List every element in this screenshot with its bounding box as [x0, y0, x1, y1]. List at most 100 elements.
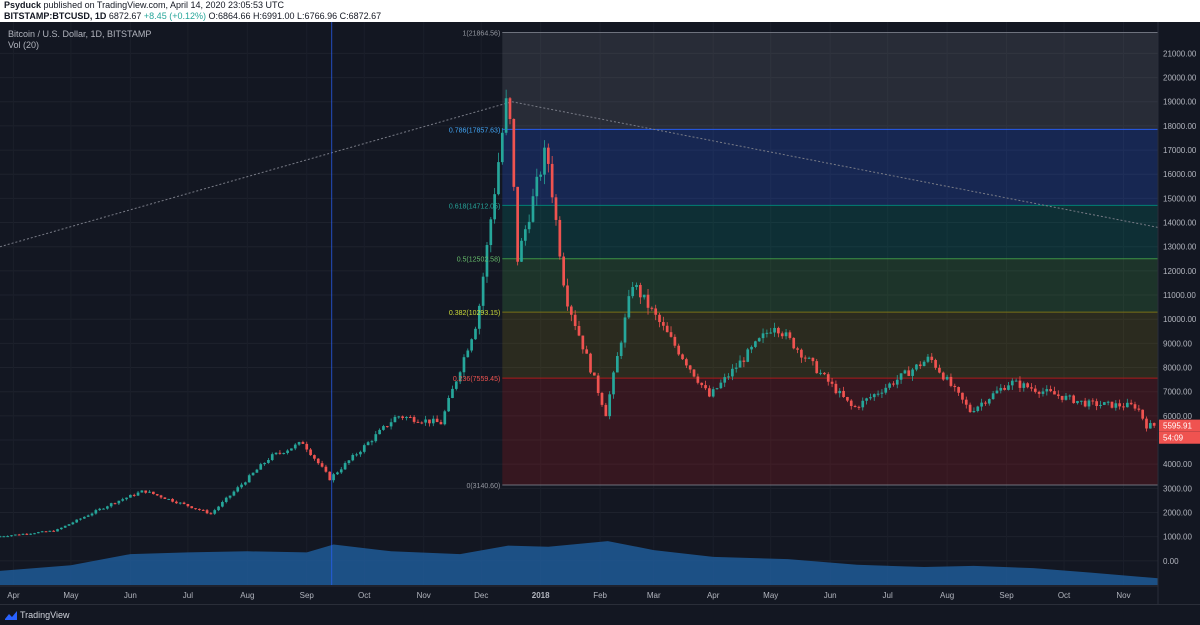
candle-body — [780, 333, 784, 337]
publish-header: Psyduck published on TradingView.com, Ap… — [0, 0, 1200, 22]
candle-body — [309, 449, 312, 456]
candle-body — [431, 418, 435, 424]
candle-body — [949, 376, 953, 386]
candle-body — [681, 354, 684, 360]
fib-band — [502, 32, 1158, 130]
candle-body — [1003, 387, 1006, 390]
candle-body — [263, 462, 266, 465]
x-tick-label: Jul — [883, 591, 893, 600]
candle-body — [474, 328, 477, 340]
candle-body — [685, 359, 688, 366]
candle-body — [1145, 418, 1148, 429]
candle-body — [800, 349, 803, 358]
candle-body — [807, 357, 811, 359]
candle-body — [67, 524, 71, 526]
brand-name: TradingView — [20, 610, 70, 620]
candle-body — [382, 426, 385, 430]
candle-body — [408, 416, 412, 418]
candle-body — [719, 382, 723, 389]
candle-body — [1152, 423, 1156, 426]
x-tick-label: May — [63, 591, 78, 600]
candle-body — [1133, 404, 1137, 409]
candle-body — [696, 376, 700, 383]
candle-body — [754, 341, 757, 347]
candle-body — [2, 536, 6, 538]
candle-body — [489, 219, 493, 246]
candle-body — [938, 367, 941, 373]
candle-body — [1118, 403, 1121, 407]
candle-body — [351, 454, 355, 461]
candle-body — [1037, 391, 1041, 394]
candle-body — [1053, 391, 1056, 395]
x-tick-label: 2018 — [532, 591, 550, 600]
candle-body — [1018, 380, 1022, 388]
price-axis: 0.001000.002000.003000.004000.005000.006… — [0, 22, 1197, 604]
fib-level-label: 0.236(7559.45) — [453, 376, 500, 383]
candle-body — [581, 335, 585, 350]
candle-body — [608, 394, 612, 417]
candle-body — [1095, 401, 1098, 406]
footer: TradingView — [0, 604, 1200, 625]
candle-body — [708, 388, 711, 397]
candle-body — [75, 519, 79, 523]
candle-body — [155, 494, 159, 496]
candle-body — [1102, 402, 1106, 405]
candle-body — [79, 518, 82, 520]
price-change: +8.45 (+0.12%) — [143, 11, 206, 21]
candle-body — [520, 240, 523, 262]
candle-body — [40, 531, 44, 533]
y-tick-label: 18000.00 — [1163, 122, 1197, 131]
candle-body — [692, 369, 696, 377]
candle-body — [792, 337, 796, 349]
candle-body — [244, 482, 247, 485]
publish-line: Psyduck published on TradingView.com, Ap… — [4, 0, 284, 11]
candle-body — [332, 474, 335, 481]
ohlc-values: O:6864.66 H:6991.00 L:6766.96 C:6872.67 — [208, 11, 382, 21]
candle-body — [945, 376, 949, 380]
candle-body — [1106, 401, 1110, 403]
candle-body — [1056, 394, 1060, 396]
price-chart[interactable]: 1(21864.56) 0.786(17857.63) 0.618(14712.05… — [0, 22, 1200, 604]
candle-body — [140, 490, 144, 493]
candle-body — [876, 393, 880, 395]
candle-body — [504, 98, 508, 133]
candle-body — [535, 176, 539, 197]
candle-body — [777, 327, 780, 334]
candle-body — [1091, 400, 1095, 402]
y-tick-label: 7000.00 — [1163, 388, 1192, 397]
candle-body — [485, 245, 489, 277]
candle-body — [274, 452, 278, 455]
candle-body — [934, 360, 937, 368]
candle-body — [650, 307, 654, 309]
candle-body — [604, 404, 608, 417]
candle-body — [370, 441, 374, 443]
symbol-label: BITSTAMP:BTCUSD, 1D — [4, 11, 107, 21]
candle-body — [899, 373, 903, 380]
candle-body — [493, 194, 496, 220]
candle-body — [968, 404, 972, 413]
candle-body — [1068, 395, 1072, 397]
candle-body — [1083, 400, 1087, 407]
candle-body — [343, 463, 347, 470]
candle-body — [113, 503, 117, 505]
candle-body — [558, 219, 562, 257]
candle-body — [224, 497, 228, 502]
x-tick-label: Aug — [240, 591, 254, 600]
instrument-title: Bitcoin / U.S. Dollar, 1D, BITSTAMP — [8, 29, 152, 39]
candle-body — [328, 471, 332, 481]
candle-body — [163, 497, 167, 500]
candle-body — [416, 421, 420, 423]
candle-body — [612, 372, 615, 395]
candle-body — [362, 445, 366, 452]
candle-body — [378, 429, 381, 435]
candle-body — [566, 285, 569, 307]
candle-body — [662, 322, 665, 326]
candle-body — [677, 345, 681, 355]
candle-body — [209, 513, 213, 515]
candle-body — [823, 372, 826, 375]
candle-body — [918, 364, 922, 367]
y-tick-label: 1000.00 — [1163, 533, 1192, 542]
candle-body — [964, 399, 968, 405]
candle-body — [915, 364, 918, 370]
candle-body — [953, 385, 957, 388]
